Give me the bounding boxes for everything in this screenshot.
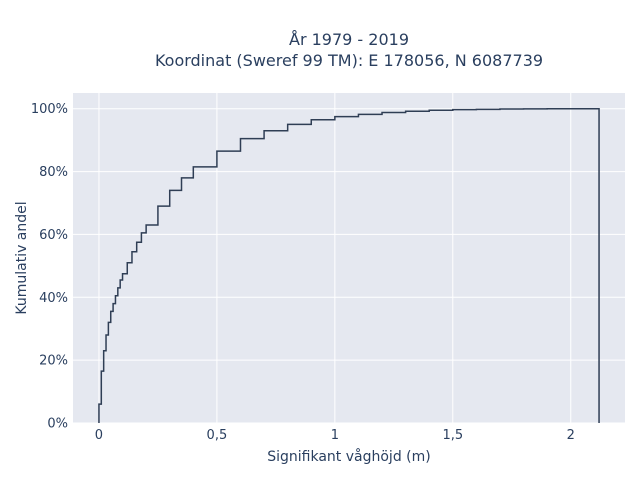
plot-area: [73, 93, 625, 423]
y-tick-label: 100%: [31, 102, 68, 117]
x-tick-label: 1: [331, 428, 339, 443]
y-axis-title: Kumulativ andel: [14, 201, 30, 314]
y-tick-label: 40%: [39, 291, 68, 306]
x-tick-label: 0,5: [207, 428, 228, 443]
series-group: [98, 107, 600, 423]
x-ticks: 0 0,5 1 1,5 2: [95, 428, 575, 443]
y-tick-label: 20%: [39, 354, 68, 369]
y-ticks: 0% 20% 40% 60% 80% 100%: [31, 102, 68, 431]
y-tick-label: 0%: [47, 417, 68, 432]
x-tick-label: 1,5: [442, 428, 463, 443]
chart-title-line1: År 1979 - 2019: [289, 30, 409, 49]
chart-title-line2: Koordinat (Sweref 99 TM): E 178056, N 60…: [155, 51, 543, 70]
x-tick-label: 0: [95, 428, 103, 443]
y-tick-label: 60%: [39, 228, 68, 243]
y-tick-label: 80%: [39, 165, 68, 180]
x-axis-title: Signifikant våghöjd (m): [267, 448, 430, 465]
grid: [73, 93, 625, 424]
ecdf-step-line: [98, 107, 600, 423]
x-tick-label: 2: [567, 428, 575, 443]
